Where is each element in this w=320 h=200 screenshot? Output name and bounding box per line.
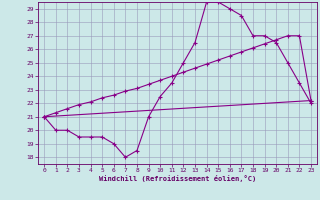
X-axis label: Windchill (Refroidissement éolien,°C): Windchill (Refroidissement éolien,°C) xyxy=(99,175,256,182)
